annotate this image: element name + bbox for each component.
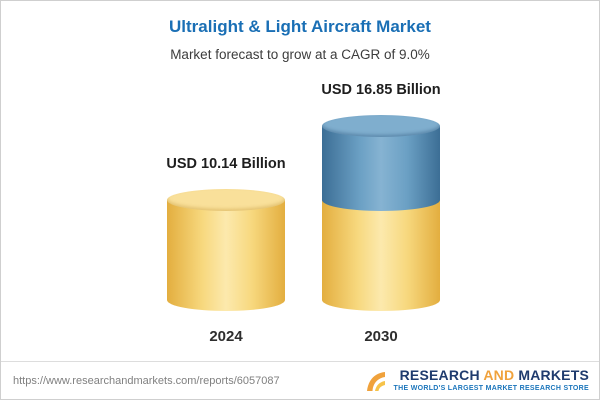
report-url: https://www.researchandmarkets.com/repor… xyxy=(13,374,280,387)
bar-2030: USD 16.85 Billion 2030 xyxy=(321,82,440,345)
bar-2030-blue-segment xyxy=(322,126,440,211)
bar-2024-category-label: 2024 xyxy=(209,328,243,345)
bar-2030-category-label: 2030 xyxy=(364,328,398,345)
bar-2024-body xyxy=(167,200,285,311)
logo-tagline: THE WORLD'S LARGEST MARKET RESEARCH STOR… xyxy=(393,385,589,393)
chart-title: Ultralight & Light Aircraft Market xyxy=(169,17,431,36)
logo-word-research: RESEARCH xyxy=(399,367,480,384)
research-and-markets-logo: RESEARCH AND MARKETS THE WORLD'S LARGEST… xyxy=(364,368,589,392)
footer-bar: https://www.researchandmarkets.com/repor… xyxy=(1,361,599,399)
bar-2024-top-cap xyxy=(167,189,285,211)
logo-wordmark: RESEARCH AND MARKETS xyxy=(400,368,589,383)
bar-2024-value-label: USD 10.14 Billion xyxy=(166,156,286,172)
logo-flame-icon xyxy=(366,371,385,391)
logo-text-block: RESEARCH AND MARKETS THE WORLD'S LARGEST… xyxy=(394,368,589,392)
bar-2030-top-cap xyxy=(322,115,440,137)
bar-2030-value-label: USD 16.85 Billion xyxy=(321,82,441,98)
bar-2024: USD 10.14 Billion 2024 xyxy=(166,156,285,345)
logo-word-and: AND xyxy=(483,367,515,384)
chart-subtitle: Market forecast to grow at a CAGR of 9.0… xyxy=(170,47,430,62)
logo-word-markets: MARKETS xyxy=(518,367,589,384)
